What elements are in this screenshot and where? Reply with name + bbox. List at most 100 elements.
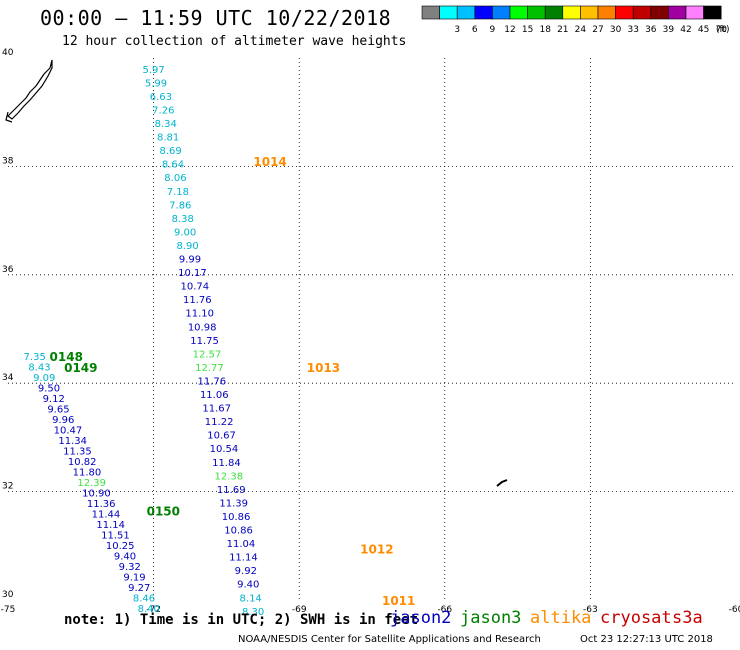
wave-height-label: 11.39 [219,498,248,509]
longitude-tick-label: -72 [146,605,161,615]
wave-height-label: 9.19 [123,573,145,584]
wave-height-label: 8.43 [28,363,50,374]
credit-line: NOAA/NESDIS Center for Satellite Applica… [238,634,541,645]
wave-height-label: 9.50 [38,384,60,395]
wave-height-label: 9.65 [47,405,69,416]
wave-height-label: 8.34 [155,119,177,130]
wave-height-label: 10.82 [68,457,97,468]
map-subtitle: 12 hour collection of altimeter wave hei… [62,34,407,49]
legend-label: 24 [575,25,587,35]
wave-height-label: 5.97 [142,65,164,76]
wave-height-label: 7.35 [24,352,46,363]
wave-height-label: 8.14 [240,593,262,604]
legend-label: 30 [610,25,622,35]
wave-height-label: 11.04 [227,539,256,550]
legend-label: 70 [715,25,727,35]
wave-height-label: 8.06 [164,173,186,184]
island-bermuda [496,479,508,487]
latitude-tick-label: 32 [2,482,13,492]
longitude-tick-label: -60 [729,605,740,615]
wave-height-label: 10.54 [210,444,239,455]
wave-height-label: 7.18 [167,187,189,198]
wave-height-label: 12.57 [193,349,222,360]
wave-height-label: 11.36 [87,499,116,510]
wave-height-label: 7.86 [169,200,191,211]
wave-height-label: 9.12 [43,394,65,405]
longitude-tick-label: -69 [292,605,307,615]
satellite-legend-jason2: jason2 [390,608,452,628]
wave-height-label: 11.75 [190,336,219,347]
wave-height-label: 8.40 [138,604,160,615]
satellite-legend-altika: altika [530,608,592,628]
satellite-legend-cryosat: cryosat [600,608,672,628]
latitude-tick-label: 30 [2,590,14,600]
latitude-tick-label: 38 [2,156,14,166]
wave-height-label: 9.99 [179,255,201,266]
wave-height-label: 8.81 [157,133,179,144]
pass-time-label: 1013 [307,361,340,375]
pass-time-label: 1011 [382,594,415,608]
wave-height-label: 12.39 [77,478,106,489]
wave-height-label: 9.40 [114,552,136,563]
map-title: 00:00 – 11:59 UTC 10/22/2018 [40,6,392,30]
wave-height-label: 11.44 [92,510,121,521]
wave-height-label: 9.27 [128,583,150,594]
legend-label: 42 [680,25,691,35]
wave-height-label: 10.86 [222,512,251,523]
wave-height-label: 11.35 [63,447,92,458]
wave-height-label: 10.86 [224,526,253,537]
wave-height-label: 9.92 [235,566,257,577]
latitude-tick-label: 36 [2,265,14,275]
legend-unit: (ft) [716,25,730,35]
wave-height-label: 11.10 [185,309,214,320]
latitude-tick-label: 40 [2,48,14,58]
wave-height-label: 11.80 [73,468,102,479]
wave-height-label: 11.14 [229,553,258,564]
legend-label: 39 [663,25,675,35]
wave-height-label: 10.90 [82,489,111,500]
wave-height-label: 5.99 [145,78,167,89]
wave-height-label: 10.25 [106,541,135,552]
wave-height-label: 9.32 [119,562,141,573]
pass-time-label: 1014 [253,155,286,169]
legend-label: 33 [627,25,638,35]
wave-height-label: 9.96 [52,415,74,426]
legend-label: 9 [490,25,496,35]
wave-height-label: 9.40 [237,580,259,591]
wave-height-label: 11.84 [212,458,241,469]
wave-height-label: 12.38 [215,471,244,482]
latitude-tick-label: 34 [2,373,14,383]
wave-height-label: 6.63 [150,92,172,103]
wave-height-label: 8.30 [242,607,264,618]
wave-height-label: 11.14 [96,520,125,531]
wave-height-label: 11.76 [183,295,212,306]
legend-label: 36 [645,25,657,35]
wave-height-label: 10.98 [188,322,217,333]
wave-height-label: 10.17 [178,268,207,279]
wave-height-label: 11.76 [198,376,227,387]
footer-note: note: 1) Time is in UTC; 2) SWH is in fe… [64,612,419,628]
pass-time-label: 1012 [360,543,393,557]
generation-timestamp: Oct 23 12:27:13 UTC 2018 [580,634,713,645]
wave-height-label: 10.67 [207,431,236,442]
legend-label: 18 [539,25,551,35]
legend-label: 15 [522,25,533,35]
pass-time-label: 0150 [147,505,180,519]
longitude-tick-label: -63 [583,605,598,615]
legend-swatch [703,5,722,20]
legend-label: 21 [557,25,568,35]
wave-height-label: 8.90 [176,241,198,252]
wave-height-label: 10.47 [54,426,83,437]
wave-height-label: 8.46 [133,594,155,605]
satellite-legend-s3a: s3a [672,608,703,628]
legend-label: 27 [592,25,603,35]
wave-height-label: 9.00 [174,227,196,238]
wave-height-label: 7.26 [152,105,174,116]
legend-label: 12 [504,25,515,35]
legend-label: 3 [454,25,460,35]
wave-height-label: 8.64 [162,160,184,171]
coastline [7,59,53,120]
wave-height-label: 11.51 [101,531,130,542]
longitude-tick-label: -66 [437,605,452,615]
coastline [5,111,13,123]
